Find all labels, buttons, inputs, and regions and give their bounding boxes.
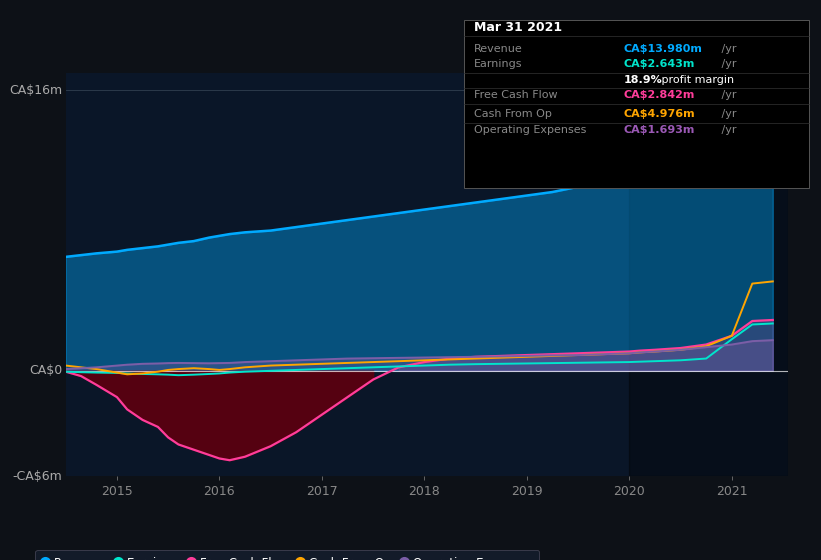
Text: /yr: /yr xyxy=(718,125,737,135)
Text: CA$0: CA$0 xyxy=(29,365,62,377)
Text: /yr: /yr xyxy=(718,90,737,100)
Text: CA$2.842m: CA$2.842m xyxy=(624,90,695,100)
Text: CA$1.693m: CA$1.693m xyxy=(624,125,695,135)
Text: Earnings: Earnings xyxy=(474,59,522,69)
Text: CA$16m: CA$16m xyxy=(9,84,62,97)
Legend: Revenue, Earnings, Free Cash Flow, Cash From Op, Operating Expenses: Revenue, Earnings, Free Cash Flow, Cash … xyxy=(35,550,539,560)
Text: /yr: /yr xyxy=(718,109,737,119)
Text: /yr: /yr xyxy=(718,44,737,54)
Text: CA$13.980m: CA$13.980m xyxy=(624,44,703,54)
Text: Operating Expenses: Operating Expenses xyxy=(474,125,586,135)
Text: Free Cash Flow: Free Cash Flow xyxy=(474,90,557,100)
Text: CA$4.976m: CA$4.976m xyxy=(624,109,695,119)
Bar xyxy=(630,73,788,476)
Text: /yr: /yr xyxy=(718,59,737,69)
Text: -CA$6m: -CA$6m xyxy=(12,469,62,483)
Text: Revenue: Revenue xyxy=(474,44,522,54)
Text: 18.9%: 18.9% xyxy=(624,74,663,85)
Text: Mar 31 2021: Mar 31 2021 xyxy=(474,21,562,34)
Text: profit margin: profit margin xyxy=(658,74,735,85)
Text: CA$2.643m: CA$2.643m xyxy=(624,59,695,69)
Text: Cash From Op: Cash From Op xyxy=(474,109,552,119)
